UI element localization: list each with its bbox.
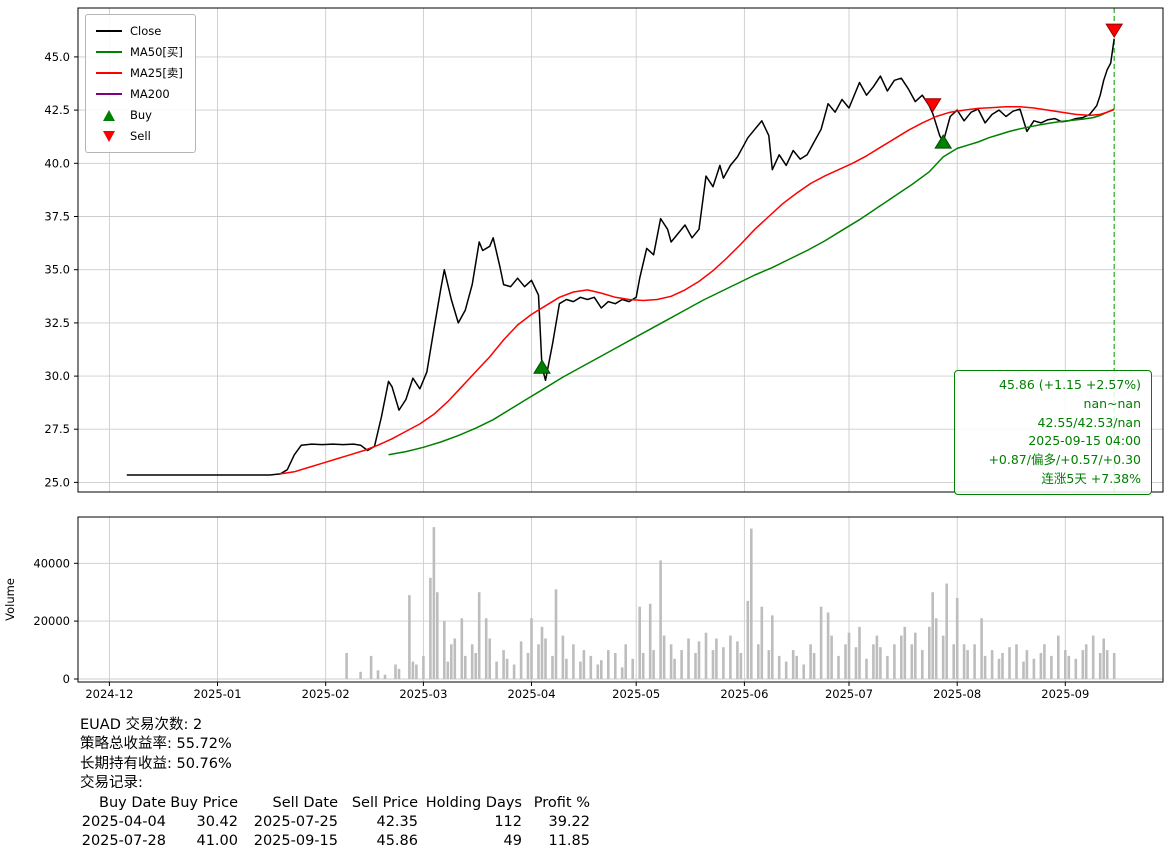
summary-trade-count: EUAD 交易次数: 2 — [80, 717, 203, 733]
sell-triangle-icon — [95, 130, 123, 142]
price-ytick-label: 40.0 — [44, 156, 70, 170]
x-tick-label: 2025-07 — [825, 687, 873, 701]
x-tick-label: 2025-03 — [399, 687, 447, 701]
legend-label: MA50[买] — [130, 45, 183, 59]
trades-cell: 2025-07-28 — [81, 833, 166, 850]
annotation-line: 45.86 (+1.15 +2.57%) — [999, 377, 1141, 392]
trades-cell: 39.22 — [548, 814, 590, 831]
x-tick-label: 2025-04 — [507, 687, 555, 701]
legend-item-ma200: MA200 — [95, 85, 183, 103]
buy-marker — [934, 134, 953, 149]
sell-marker — [1105, 23, 1124, 39]
annotation-line: 连涨5天 +7.38% — [1041, 470, 1141, 486]
annotation-line: 2025-09-15 04:00 — [1028, 433, 1141, 449]
trades-cell: 49 — [503, 833, 522, 850]
legend-item-ma50: MA50[买] — [95, 43, 183, 61]
trades-cell: 42.35 — [376, 814, 418, 831]
price-ytick-labels: 25.0 27.5 30.0 32.5 35.0 37.5 40.0 42.5 45.0 — [44, 50, 78, 489]
volume-gridlines — [78, 517, 1163, 682]
legend-item-buy: Buy — [95, 106, 183, 124]
ma200-line-swatch — [95, 93, 123, 95]
price-ytick-label: 30.0 — [44, 369, 70, 383]
x-tick-label: 2024-12 — [85, 687, 133, 701]
close-line — [126, 38, 1115, 476]
annotation-line: nan~nan — [1083, 395, 1141, 411]
trades-header-cell: Buy Price — [170, 794, 238, 811]
trades-header-cell: Profit % — [533, 794, 590, 811]
volume-ytick-labels: 0 20000 40000 — [33, 556, 78, 686]
trades-table: Buy Date Buy Price Sell Date Sell Price Hold… — [80, 794, 590, 852]
price-ytick-label: 35.0 — [44, 263, 70, 277]
x-tick-label: 2025-05 — [612, 687, 660, 701]
summary-records-title: 交易记录: — [80, 775, 143, 792]
sell-marker — [923, 98, 942, 113]
legend-item-close: Close — [95, 22, 183, 40]
volume-axis-label: Volume — [3, 578, 17, 621]
legend-label: MA200 — [130, 87, 170, 101]
trades-header-cell: Sell Price — [351, 794, 418, 811]
legend-item-ma25: MA25[卖] — [95, 64, 183, 82]
legend-label: Close — [130, 24, 162, 38]
trades-header-cell: Buy Date — [99, 794, 166, 811]
volume-panel-frame — [77, 516, 1164, 683]
x-tick-label: 2025-06 — [720, 687, 768, 701]
ma25-line — [280, 105, 1115, 475]
x-tick-labels: 2024-12 2025-01 2025-02 2025-03 2025-04 2025-… — [85, 682, 1089, 701]
price-annotation-box: 45.86 (+1.15 +2.57%) nan~nan 42.55/42.53/n… — [954, 370, 1152, 495]
trades-cell: 41.00 — [196, 833, 238, 850]
ma50-line — [388, 108, 1115, 456]
x-tick-label: 2025-08 — [933, 687, 981, 701]
volume-ytick-label: 40000 — [33, 556, 70, 570]
price-ytick-label: 27.5 — [44, 422, 70, 436]
price-ytick-label: 45.0 — [44, 50, 70, 64]
price-ytick-label: 37.5 — [44, 210, 70, 224]
close-line-swatch — [95, 30, 123, 32]
ma50-line-swatch — [95, 51, 123, 53]
ma25-line-swatch — [95, 72, 123, 74]
annotation-line: +0.87/偏多/+0.57/+0.30 — [988, 452, 1141, 468]
buy-marker — [533, 359, 551, 374]
summary-strategy-return: 策略总收益率: 55.72% — [80, 736, 232, 753]
x-tick-label: 2025-01 — [193, 687, 241, 701]
legend-label: MA25[卖] — [130, 66, 183, 80]
annotation-line: 42.55/42.53/nan — [1037, 414, 1142, 430]
legend-label: Buy — [130, 108, 152, 122]
x-tick-label: 2025-09 — [1041, 687, 1089, 701]
volume-ytick-label: 20000 — [33, 614, 70, 628]
legend-label: Sell — [130, 129, 151, 143]
volume-ytick-label: 0 — [63, 672, 70, 686]
trades-cell: 11.85 — [548, 833, 590, 850]
price-panel-frame — [77, 7, 1164, 493]
summary-block: EUAD 交易次数: 2 策略总收益率: 55.72% 长期持有收益: 50.7… — [80, 716, 590, 852]
price-ytick-label: 32.5 — [44, 316, 70, 330]
trades-header-cell: Holding Days — [425, 794, 522, 811]
trades-cell: 112 — [494, 814, 522, 831]
volume-bars — [345, 527, 1116, 680]
legend-item-sell: Sell — [95, 127, 183, 145]
chart-svg: 25.0 27.5 30.0 32.5 35.0 37.5 40.0 42.5 45.0 0 200… — [3, 7, 1164, 701]
chart-legend: Close MA50[买] MA25[卖] MA200 Buy Sell — [85, 14, 196, 153]
buy-triangle-icon — [95, 109, 123, 121]
trades-cell: 2025-04-04 — [81, 814, 166, 831]
x-tick-label: 2025-02 — [302, 687, 350, 701]
price-ytick-label: 25.0 — [44, 475, 70, 489]
trades-cell: 2025-09-15 — [253, 833, 338, 850]
trades-cell: 30.42 — [196, 814, 238, 831]
trades-header-cell: Sell Date — [272, 794, 338, 811]
trades-cell: 45.86 — [376, 833, 418, 850]
trades-cell: 2025-07-25 — [253, 814, 338, 831]
summary-holding-return: 长期持有收益: 50.76% — [80, 755, 232, 772]
price-gridlines — [78, 8, 1163, 492]
price-ytick-label: 42.5 — [44, 103, 70, 117]
